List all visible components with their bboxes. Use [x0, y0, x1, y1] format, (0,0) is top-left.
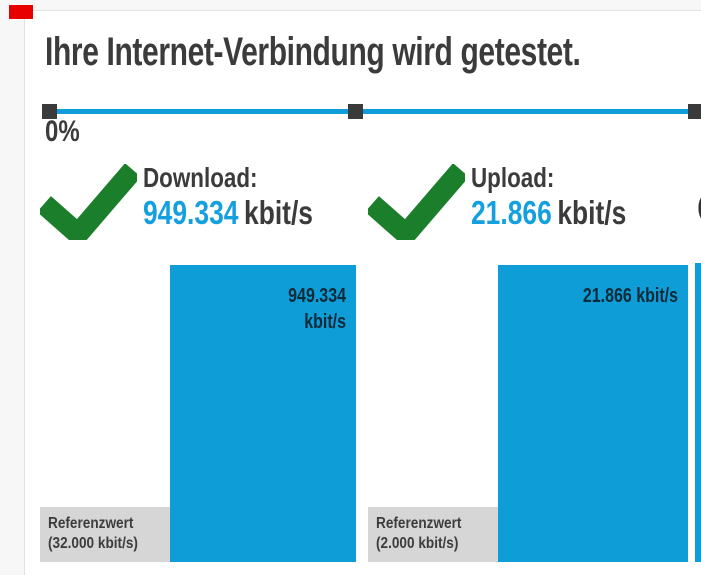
clipped-next-section-glyph: ( — [697, 192, 701, 220]
page-title: Ihre Internet-Verbindung wird getestet. — [45, 30, 701, 75]
progress-track — [49, 109, 701, 114]
upload-unit: kbit/s — [557, 193, 627, 231]
upload-value-line: 21.866 kbit/s — [471, 193, 665, 231]
download-value-wrap: 949.334 kbit/s — [143, 193, 313, 231]
red-logo-fragment — [9, 5, 33, 19]
reference-value: (32.000 kbit/s) — [48, 535, 138, 553]
download-success-check-icon — [40, 164, 137, 240]
download-reference-text: Referenzwert (32.000 kbit/s) — [48, 514, 169, 555]
download-label-text: Download: — [143, 162, 258, 193]
progress-marker-middle — [348, 104, 363, 119]
download-value-line: 949.334 kbit/s — [143, 193, 356, 231]
download-bar: 949.334 kbit/s — [170, 265, 356, 562]
upload-label-text: Upload: — [471, 162, 555, 193]
next-chart-bar-sliver — [695, 263, 701, 562]
upload-bar-value-label: 21.866 kbit/s — [582, 285, 678, 307]
progress-percent-text: 0% — [45, 115, 80, 148]
progress-percent-label: 0% — [45, 117, 88, 147]
download-unit: kbit/s — [244, 193, 313, 231]
upload-reference-text: Referenzwert (2.000 kbit/s) — [376, 514, 497, 555]
upload-value-wrap: 21.866 kbit/s — [471, 193, 627, 231]
upload-label: Upload: — [471, 162, 665, 194]
upload-success-check-icon — [368, 164, 465, 240]
upload-value: 21.866 — [471, 193, 552, 231]
progress-marker-end — [688, 104, 701, 119]
download-bar-value-label: 949.334 kbit/s — [288, 285, 346, 333]
download-value: 949.334 — [143, 193, 239, 231]
upload-reference-block: Referenzwert (2.000 kbit/s) — [368, 507, 498, 562]
progress-marker-start — [42, 104, 57, 119]
upload-bar: 21.866 kbit/s — [498, 265, 688, 562]
reference-label: Referenzwert — [376, 515, 462, 532]
reference-label: Referenzwert — [48, 515, 134, 532]
upload-result-text: Upload: 21.866 kbit/s — [471, 162, 665, 231]
download-label: Download: — [143, 162, 356, 194]
download-reference-block: Referenzwert (32.000 kbit/s) — [40, 507, 170, 562]
page-title-text: Ihre Internet-Verbindung wird getestet. — [45, 30, 581, 74]
download-result-text: Download: 949.334 kbit/s — [143, 162, 356, 231]
reference-value: (2.000 kbit/s) — [376, 535, 459, 553]
